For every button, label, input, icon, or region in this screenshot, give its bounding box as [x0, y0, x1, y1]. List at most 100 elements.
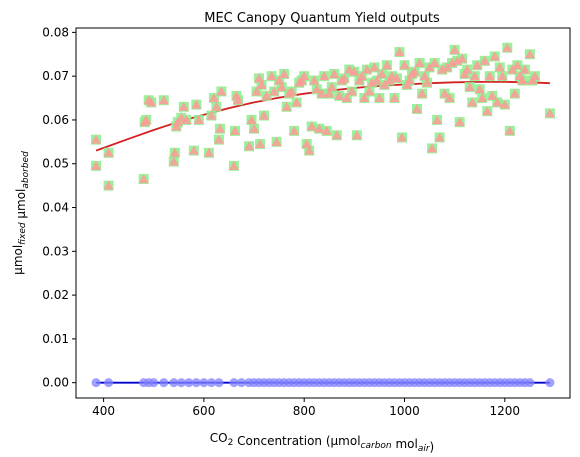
triangle-marker [232, 95, 243, 105]
circle-marker [104, 378, 114, 388]
triangle-marker [304, 145, 315, 155]
y-tick-label: 0.01 [42, 332, 69, 346]
triangle-marker [404, 75, 415, 85]
x-tick-label: 400 [92, 404, 115, 418]
triangle-marker [439, 88, 450, 98]
triangle-marker [467, 97, 478, 107]
triangle-marker [314, 123, 325, 133]
triangle-marker [246, 114, 257, 124]
triangle-marker [311, 84, 322, 94]
circle-marker [214, 378, 224, 388]
triangle-marker [499, 99, 510, 109]
triangle-marker [316, 88, 327, 98]
y-tick-label: 0.07 [42, 69, 69, 83]
triangle-marker [364, 86, 375, 96]
triangle-marker [487, 90, 498, 100]
y-tick-label: 0.03 [42, 244, 69, 258]
triangle-marker [409, 66, 420, 76]
triangle-marker [454, 117, 465, 127]
triangle-marker [376, 68, 387, 78]
triangle-marker [158, 95, 169, 105]
x-axis-label: CO2 Concentration (µmolcarbon molair) [210, 431, 434, 454]
circle-marker [237, 378, 247, 388]
triangle-marker [331, 130, 342, 140]
triangle-marker [103, 147, 114, 157]
triangle-marker [214, 123, 225, 133]
triangle-marker [449, 44, 460, 54]
triangle-marker [412, 104, 423, 114]
circle-marker [229, 378, 239, 388]
triangle-marker [442, 62, 453, 72]
y-axis-label: µmolfixed µmolaborbed [11, 151, 31, 275]
triangle-marker [103, 180, 114, 190]
triangle-marker [396, 132, 407, 142]
triangle-marker [389, 93, 400, 103]
triangle-marker [191, 99, 202, 109]
triangle-marker [213, 134, 224, 144]
triangle-marker [502, 42, 513, 52]
triangle-marker [138, 174, 149, 184]
y-tick-label: 0.04 [42, 201, 69, 215]
triangle-marker [497, 71, 508, 81]
triangle-marker [381, 60, 392, 70]
triangle-marker [394, 47, 405, 57]
triangle-marker [489, 51, 500, 61]
triangle-marker [484, 71, 495, 81]
circle-marker [199, 378, 209, 388]
triangle-marker [369, 62, 380, 72]
y-tick-label: 0.00 [42, 376, 69, 390]
triangle-marker [334, 90, 345, 100]
triangle-marker [432, 114, 443, 124]
circle-marker [545, 378, 555, 388]
circle-marker [91, 378, 101, 388]
triangle-marker [349, 66, 360, 76]
triangle-marker [361, 64, 372, 74]
triangle-marker [482, 106, 493, 116]
triangle-marker [462, 64, 473, 74]
circle-marker [525, 378, 535, 388]
triangle-marker [477, 93, 488, 103]
triangle-marker [326, 82, 337, 92]
y-tick-label: 0.02 [42, 288, 69, 302]
triangle-marker [399, 60, 410, 70]
triangle-marker [299, 71, 310, 81]
triangle-marker [169, 147, 180, 157]
x-tick-label: 800 [293, 404, 316, 418]
triangle-marker [291, 97, 302, 107]
triangle-marker [269, 86, 280, 96]
triangle-marker [141, 114, 152, 124]
triangle-marker [492, 97, 503, 107]
triangle-marker [256, 79, 267, 89]
triangle-marker [472, 60, 483, 70]
triangle-marker [339, 73, 350, 83]
triangle-marker [464, 82, 475, 92]
triangle-marker [289, 125, 300, 135]
triangle-marker [434, 132, 445, 142]
circle-marker [184, 378, 194, 388]
triangle-marker [319, 71, 330, 81]
triangle-marker [91, 134, 102, 144]
triangle-marker [329, 68, 340, 78]
circle-marker [169, 378, 179, 388]
triangle-marker [178, 101, 189, 111]
triangle-marker [374, 93, 385, 103]
triangle-marker [444, 93, 455, 103]
triangle-marker [271, 136, 282, 146]
triangle-marker [457, 53, 468, 63]
triangle-marker [276, 82, 287, 92]
triangle-marker [306, 121, 317, 131]
triangle-marker [216, 86, 227, 96]
x-tick-label: 1000 [389, 404, 420, 418]
triangle-marker [479, 55, 490, 65]
triangle-marker [359, 93, 370, 103]
triangle-marker [529, 71, 540, 81]
triangle-marker [391, 73, 402, 83]
triangle-marker [309, 75, 320, 85]
triangle-marker [504, 125, 515, 135]
marker-layer [91, 42, 555, 388]
triangle-marker [286, 86, 297, 96]
triangle-marker [424, 62, 435, 72]
circle-marker [176, 378, 186, 388]
triangle-marker [474, 84, 485, 94]
triangle-marker [517, 75, 528, 85]
